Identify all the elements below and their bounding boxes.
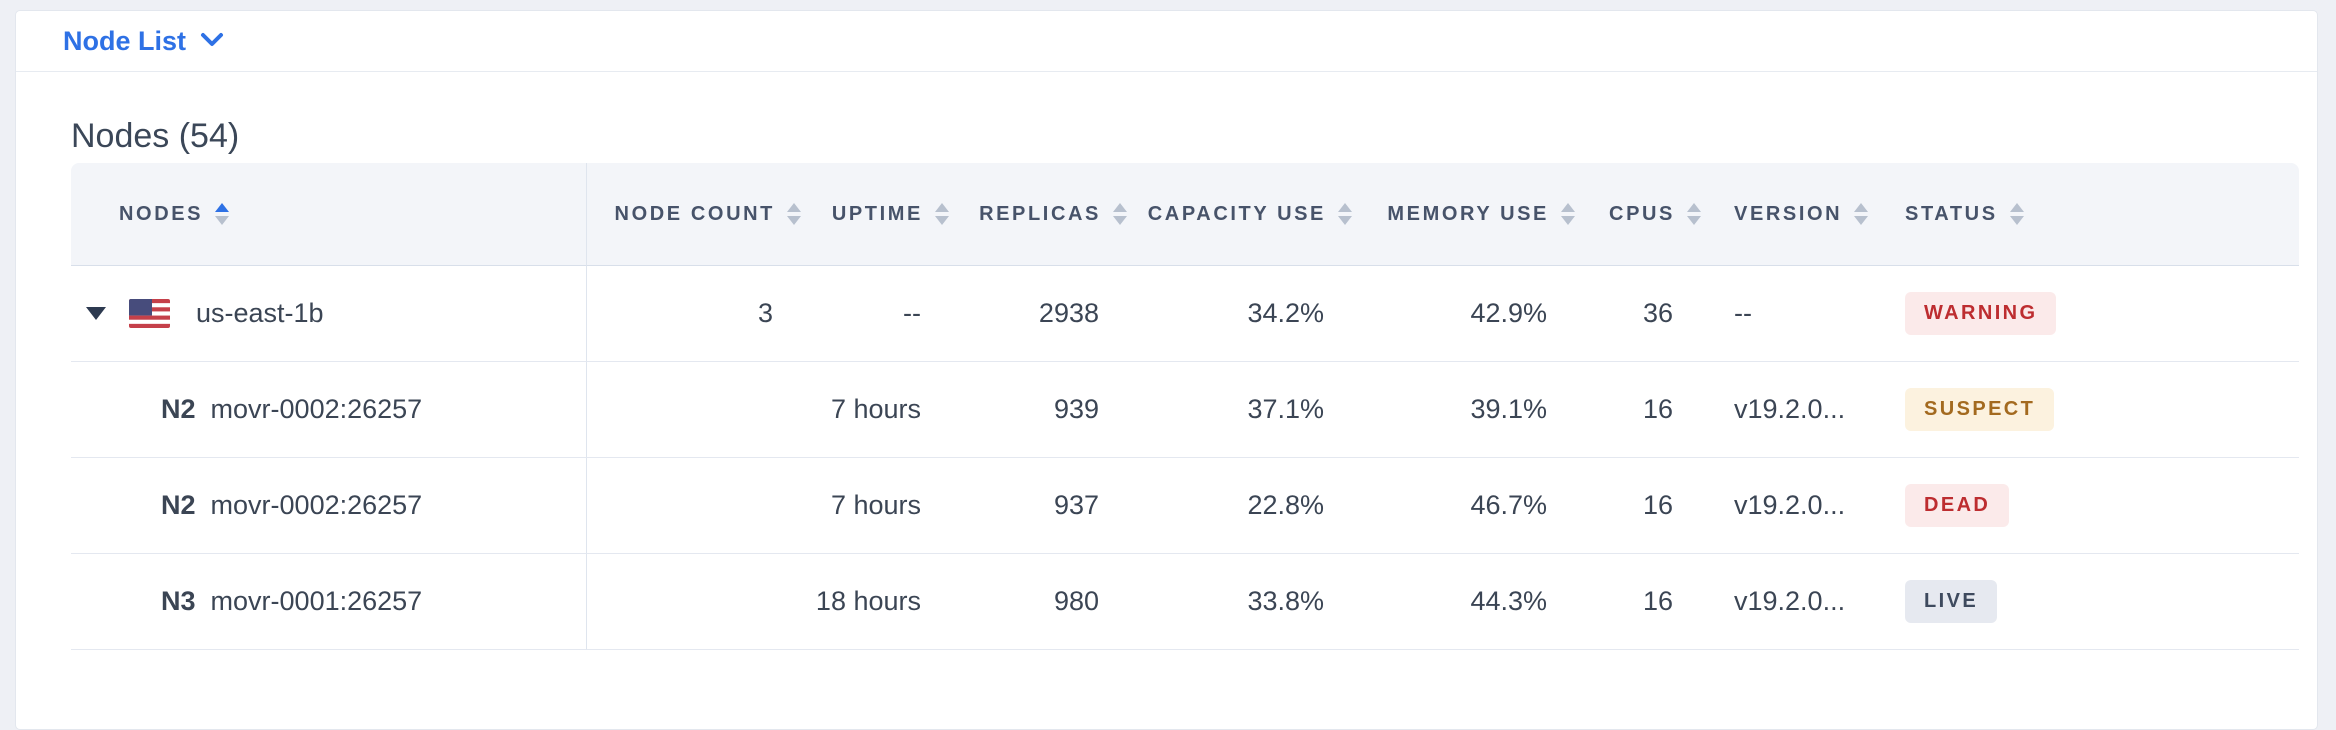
table-row-node[interactable]: N2 movr-0002:26257 7 hours 939 37.1% 39.…	[71, 362, 2299, 458]
cell-status: WARNING	[1881, 266, 2299, 362]
cell-uptime: 7 hours	[809, 362, 957, 458]
node-list-dropdown-label: Node List	[63, 25, 187, 56]
column-header-uptime[interactable]: UPTIME	[809, 163, 957, 266]
sort-icon[interactable]	[1338, 203, 1352, 225]
sort-icon[interactable]	[1113, 203, 1127, 225]
sort-icon[interactable]	[2009, 203, 2024, 225]
table-row-node[interactable]: N2 movr-0002:26257 7 hours 937 22.8% 46.…	[71, 458, 2299, 554]
cell-cpus: 16	[1583, 554, 1709, 650]
us-flag-icon	[129, 299, 170, 328]
cell-replicas: 937	[957, 458, 1135, 554]
cell-replicas: 2938	[957, 266, 1135, 362]
cell-cpus: 16	[1583, 362, 1709, 458]
cell-version: v19.2.0...	[1709, 554, 1881, 650]
node-id[interactable]: N3	[161, 586, 204, 616]
node-id[interactable]: N2	[161, 394, 204, 424]
cell-status: DEAD	[1881, 458, 2299, 554]
node-list-dropdown[interactable]: Node List	[63, 26, 224, 57]
column-label: VERSION	[1734, 202, 1843, 225]
status-badge: SUSPECT	[1905, 388, 2055, 431]
cell-replicas: 939	[957, 362, 1135, 458]
nodes-table: NODES NODE COUNT UPTIME	[71, 163, 2299, 650]
cell-status: SUSPECT	[1881, 362, 2299, 458]
node-address[interactable]: movr-0002:26257	[210, 394, 423, 424]
column-header-memory-use[interactable]: MEMORY USE	[1360, 163, 1583, 266]
column-label: NODE COUNT	[614, 202, 775, 225]
card-header: Node List	[16, 11, 2317, 72]
column-label: CAPACITY USE	[1147, 202, 1326, 225]
page-title: Nodes (54)	[71, 117, 240, 155]
cell-node-count	[587, 362, 809, 458]
status-badge: WARNING	[1905, 292, 2057, 335]
sort-icon[interactable]	[1687, 203, 1701, 225]
cell-uptime: --	[809, 266, 957, 362]
collapse-caret-icon[interactable]	[86, 307, 106, 320]
column-header-status[interactable]: STATUS	[1881, 163, 2299, 266]
column-label: CPUS	[1609, 202, 1675, 225]
cell-memory-use: 42.9%	[1360, 266, 1583, 362]
cell-uptime: 7 hours	[809, 458, 957, 554]
cell-capacity-use: 22.8%	[1135, 458, 1360, 554]
sort-icon[interactable]	[787, 203, 801, 225]
column-header-cpus[interactable]: CPUS	[1583, 163, 1709, 266]
column-header-node-count[interactable]: NODE COUNT	[587, 163, 809, 266]
chevron-down-icon	[200, 32, 224, 53]
column-label: REPLICAS	[979, 202, 1101, 225]
sort-icon[interactable]	[935, 203, 949, 225]
sort-icon[interactable]	[215, 203, 230, 225]
table-header-row: NODES NODE COUNT UPTIME	[71, 163, 2299, 266]
region-name[interactable]: us-east-1b	[196, 298, 324, 328]
cell-cpus: 36	[1583, 266, 1709, 362]
column-label: STATUS	[1905, 202, 1998, 225]
cell-memory-use: 39.1%	[1360, 362, 1583, 458]
cell-uptime: 18 hours	[809, 554, 957, 650]
column-header-version[interactable]: VERSION	[1709, 163, 1881, 266]
column-header-capacity-use[interactable]: CAPACITY USE	[1135, 163, 1360, 266]
column-header-replicas[interactable]: REPLICAS	[957, 163, 1135, 266]
cell-node-count	[587, 458, 809, 554]
node-address[interactable]: movr-0002:26257	[210, 490, 423, 520]
cell-node-count	[587, 554, 809, 650]
cell-memory-use: 44.3%	[1360, 554, 1583, 650]
node-list-card: Node List Nodes (54) NODES	[15, 10, 2318, 730]
cell-replicas: 980	[957, 554, 1135, 650]
cell-version: v19.2.0...	[1709, 458, 1881, 554]
cell-node-count: 3	[587, 266, 809, 362]
cell-memory-use: 46.7%	[1360, 458, 1583, 554]
status-badge: DEAD	[1905, 484, 2010, 527]
column-label: MEMORY USE	[1387, 202, 1549, 225]
column-label: UPTIME	[831, 202, 923, 225]
column-label: NODES	[119, 202, 204, 225]
cell-capacity-use: 33.8%	[1135, 554, 1360, 650]
sort-icon[interactable]	[1561, 203, 1575, 225]
table-row-region[interactable]: us-east-1b 3 -- 2938 34.2% 42.9% 36 -- W…	[71, 266, 2299, 362]
cell-capacity-use: 34.2%	[1135, 266, 1360, 362]
cell-version: --	[1709, 266, 1881, 362]
cell-version: v19.2.0...	[1709, 362, 1881, 458]
status-badge: LIVE	[1905, 580, 1998, 623]
cell-capacity-use: 37.1%	[1135, 362, 1360, 458]
cell-cpus: 16	[1583, 458, 1709, 554]
column-header-nodes[interactable]: NODES	[71, 163, 587, 266]
sort-icon[interactable]	[1854, 203, 1869, 225]
node-id[interactable]: N2	[161, 490, 204, 520]
table-row-node[interactable]: N3 movr-0001:26257 18 hours 980 33.8% 44…	[71, 554, 2299, 650]
cell-status: LIVE	[1881, 554, 2299, 650]
node-address[interactable]: movr-0001:26257	[210, 586, 423, 616]
